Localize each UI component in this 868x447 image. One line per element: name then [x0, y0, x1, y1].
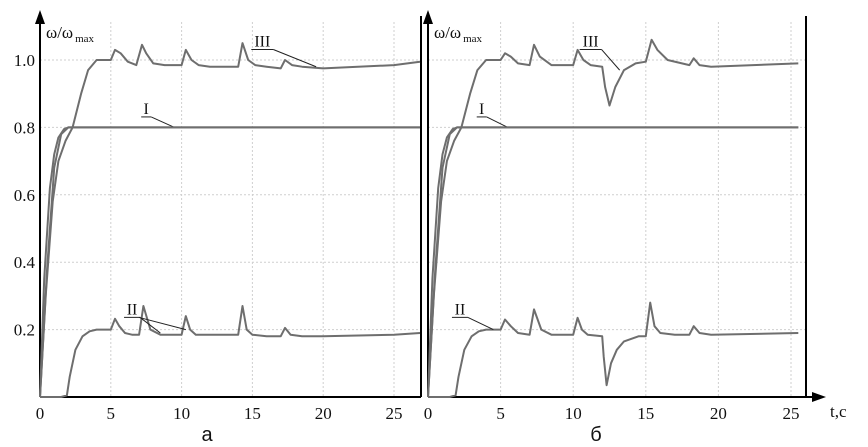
- x-tick-label: 15: [637, 404, 654, 423]
- y-axis-title-sub: max: [463, 33, 482, 45]
- y-tick-label: 0.4: [14, 253, 36, 272]
- x-tick-label: 0: [36, 404, 45, 423]
- series-line-I: [39, 126, 420, 398]
- y-axis-title: ω/ω max: [46, 23, 95, 45]
- y-axis-title-main: ω/ω: [46, 23, 73, 42]
- x-tick-label: 25: [386, 404, 403, 423]
- panel-caption: б: [590, 424, 601, 446]
- panel-caption: а: [201, 424, 213, 446]
- label-leader: [138, 316, 186, 331]
- series-line-II: [40, 305, 421, 398]
- x-axis-title: t,c: [830, 402, 847, 421]
- label-leader: [601, 49, 621, 71]
- y-tick-label: 0.2: [14, 321, 35, 340]
- series-label: II: [127, 301, 138, 318]
- label-leader: [486, 116, 509, 128]
- y-tick-label: 0.8: [14, 118, 35, 137]
- y-axis-title-sub: max: [75, 33, 94, 45]
- label-leader: [273, 49, 317, 68]
- x-tick-label: 10: [173, 404, 190, 423]
- series-label: I: [479, 101, 484, 118]
- series-line-II: [428, 301, 799, 398]
- series-line-III: [39, 42, 421, 398]
- label-leader: [150, 116, 175, 128]
- y-axis-arrow: [423, 10, 433, 24]
- x-tick-label: 25: [783, 404, 800, 423]
- series-line-I: [427, 126, 799, 398]
- x-tick-label: 15: [244, 404, 261, 423]
- label-leader: [139, 317, 161, 334]
- label-leader: [467, 316, 494, 331]
- series-line-III: [427, 38, 799, 398]
- series-label: I: [144, 101, 149, 118]
- series-label: III: [583, 34, 599, 51]
- x-tick-label: 5: [496, 404, 505, 423]
- y-axis-title: ω/ω max: [434, 23, 483, 45]
- y-axis-title-main: ω/ω: [434, 23, 461, 42]
- x-tick-label: 5: [107, 404, 116, 423]
- x-tick-label: 20: [710, 404, 727, 423]
- x-axis-arrow: [812, 392, 826, 402]
- y-axis-arrow: [35, 10, 45, 24]
- y-tick-label: 1.0: [14, 51, 35, 70]
- x-tick-label: 0: [424, 404, 433, 423]
- y-tick-label: 0.6: [14, 186, 35, 205]
- series-label: III: [254, 34, 270, 51]
- series-label: II: [455, 301, 466, 318]
- x-tick-label: 10: [565, 404, 582, 423]
- x-tick-label: 20: [315, 404, 332, 423]
